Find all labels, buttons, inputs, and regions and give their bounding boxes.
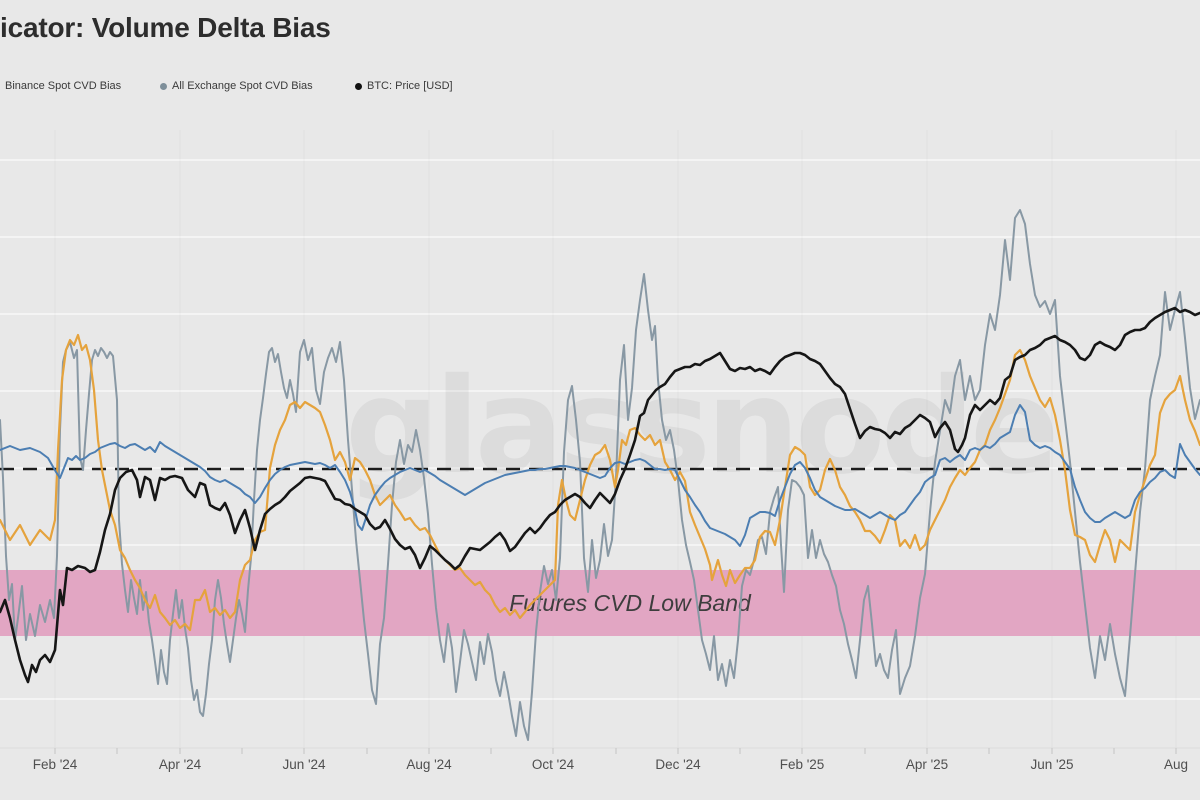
legend-item-binance-spot-cvd-bias[interactable]: Binance Spot CVD Bias	[5, 80, 121, 92]
x-axis-label: Aug	[1163, 757, 1189, 772]
x-axis-label: Jun '24	[282, 757, 326, 772]
series-lines	[0, 209, 1200, 741]
x-axis-label: Oct '24	[531, 757, 575, 772]
x-axis-label: Apr '24	[158, 757, 202, 772]
series-line-unlabeled-futures-cvd-legend-cut-off-	[0, 209, 1200, 741]
x-axis-label: Dec '24	[655, 757, 701, 772]
x-axis-label: Jun '25	[1030, 757, 1074, 772]
x-axis-label: Apr '25	[905, 757, 949, 772]
x-axis-label: Feb '25	[779, 757, 825, 772]
legend-dot-all-exchange	[160, 82, 167, 90]
futures-cvd-low-band-label: Futures CVD Low Band	[509, 590, 752, 616]
futures-cvd-low-band	[0, 570, 1200, 636]
chart-legend: Binance Spot CVD Bias All Exchange Spot …	[0, 80, 1200, 96]
legend-label: Binance Spot CVD Bias	[5, 80, 122, 92]
x-axis-labels: Feb '24 Apr '24 Jun '24 Aug '24 Oct '24 Dec '…	[0, 757, 1200, 777]
legend-item-all-exchange-spot-cvd-bias[interactable]: All Exchange Spot CVD Bias	[160, 80, 313, 92]
legend-dot-btc-price	[355, 82, 362, 90]
series-line-binance-spot-cvd-bias	[0, 333, 1200, 632]
x-axis-label: Feb '24	[32, 757, 78, 772]
legend-label: BTC: Price [USD]	[367, 80, 453, 92]
x-axis-ticks	[54, 748, 1177, 754]
legend-label: All Exchange Spot CVD Bias	[172, 80, 313, 92]
x-axis-label: Aug '24	[406, 757, 452, 772]
series-line-all-exchange-spot-cvd-bias	[0, 404, 1200, 547]
page-title: icator: Volume Delta Bias	[0, 12, 331, 43]
legend-item-btc-price[interactable]: BTC: Price [USD]	[355, 80, 453, 92]
series-line-btc-price-usd-	[0, 306, 1200, 684]
